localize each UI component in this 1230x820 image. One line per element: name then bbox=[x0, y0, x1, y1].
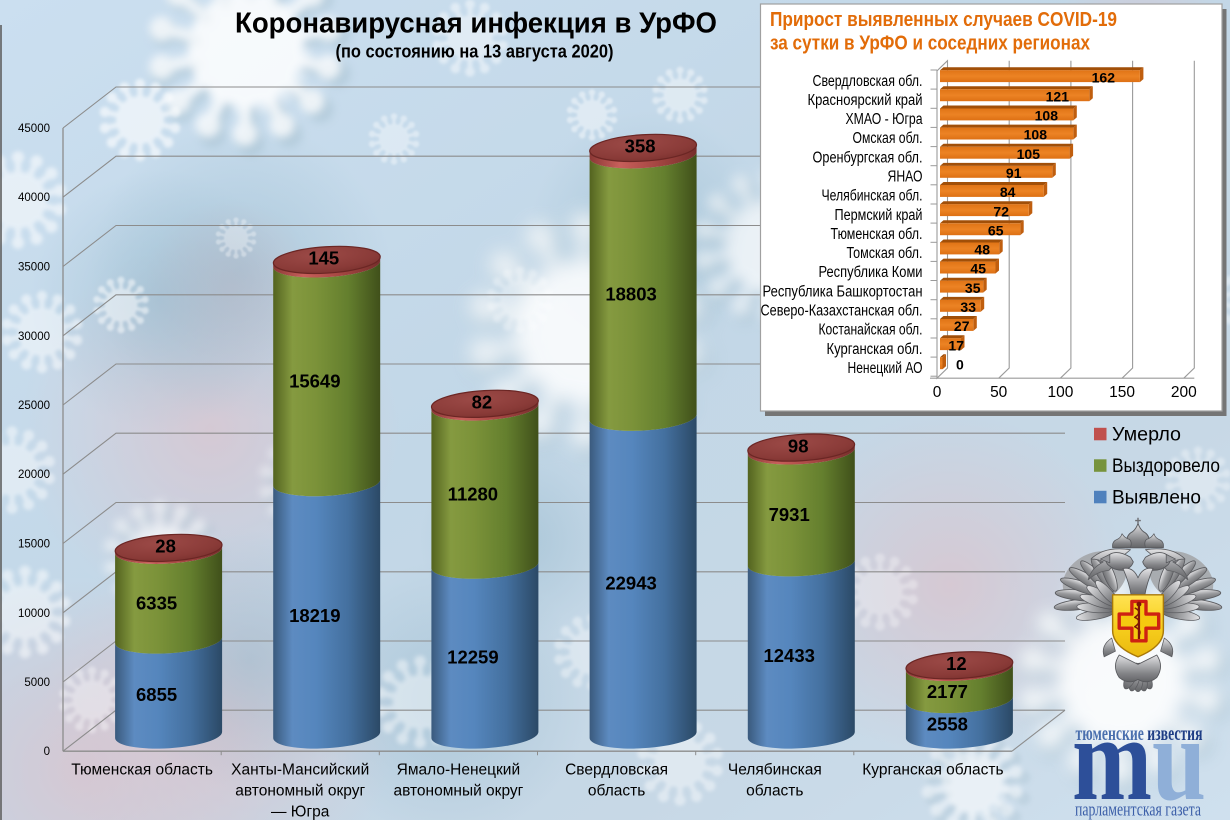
svg-text:33: 33 bbox=[960, 299, 976, 315]
svg-text:91: 91 bbox=[1006, 165, 1022, 181]
svg-text:11280: 11280 bbox=[448, 483, 498, 504]
svg-text:ЯНАО: ЯНАО bbox=[888, 169, 923, 186]
svg-text:m: m bbox=[1072, 692, 1152, 820]
svg-text:ХМАО - Югра: ХМАО - Югра bbox=[846, 111, 923, 128]
svg-text:Ханты-Мансийский: Ханты-Мансийский bbox=[231, 762, 369, 779]
svg-text:Прирост выявленных случаев COV: Прирост выявленных случаев COVID-19 bbox=[770, 9, 1117, 31]
svg-text:10000: 10000 bbox=[18, 608, 50, 620]
svg-text:72: 72 bbox=[993, 203, 1009, 219]
svg-text:35: 35 bbox=[965, 280, 981, 296]
svg-text:2177: 2177 bbox=[927, 681, 968, 702]
svg-text:Пермский край: Пермский край bbox=[835, 207, 923, 224]
svg-text:108: 108 bbox=[1035, 108, 1059, 124]
svg-text:Свердловская: Свердловская bbox=[565, 762, 668, 779]
svg-text:15649: 15649 bbox=[289, 371, 340, 392]
svg-text:25000: 25000 bbox=[18, 400, 50, 412]
svg-text:Тюменская обл.: Тюменская обл. bbox=[831, 226, 923, 243]
svg-text:84: 84 bbox=[1000, 184, 1016, 200]
svg-text:Курганская обл.: Курганская обл. bbox=[827, 341, 923, 358]
svg-text:50: 50 bbox=[990, 384, 1008, 401]
svg-text:Ямало-Ненецкий: Ямало-Ненецкий bbox=[397, 762, 520, 779]
svg-text:Курганская область: Курганская область bbox=[862, 762, 1003, 779]
svg-text:30000: 30000 bbox=[18, 331, 50, 343]
svg-text:тюменские известия: тюменские известия bbox=[1076, 723, 1203, 745]
svg-text:Челябинская: Челябинская bbox=[728, 762, 822, 779]
svg-text:парламентская газета: парламентская газета bbox=[1075, 800, 1201, 820]
svg-text:108: 108 bbox=[1024, 127, 1048, 143]
svg-text:Выявлено: Выявлено bbox=[1112, 488, 1201, 509]
svg-text:162: 162 bbox=[1092, 69, 1116, 85]
svg-text:82: 82 bbox=[472, 392, 493, 413]
svg-text:за сутки в УрФО и соседних рег: за сутки в УрФО и соседних регионах bbox=[770, 33, 1090, 55]
svg-text:автономный округ: автономный округ bbox=[235, 783, 365, 800]
svg-text:12433: 12433 bbox=[763, 645, 814, 666]
svg-text:20000: 20000 bbox=[18, 469, 50, 481]
svg-text:Красноярский край: Красноярский край bbox=[808, 92, 923, 109]
svg-text:Омская обл.: Омская обл. bbox=[853, 130, 923, 147]
svg-text:Республика Башкортостан: Республика Башкортостан bbox=[763, 283, 923, 300]
svg-text:2558: 2558 bbox=[927, 714, 968, 735]
svg-text:Челябинская обл.: Челябинская обл. bbox=[822, 188, 923, 205]
svg-text:Северо-Казахстанская обл.: Северо-Казахстанская обл. bbox=[761, 303, 923, 320]
svg-text:Коронавирусная инфекция в УрФО: Коронавирусная инфекция в УрФО bbox=[235, 8, 717, 40]
svg-text:150: 150 bbox=[1109, 384, 1135, 401]
svg-text:18219: 18219 bbox=[289, 605, 340, 626]
svg-text:(по состоянию на 13 августа 20: (по состоянию на 13 августа 2020) bbox=[336, 42, 614, 62]
svg-text:5000: 5000 bbox=[24, 677, 50, 689]
svg-text:Костанайская обл.: Костанайская обл. bbox=[819, 322, 923, 339]
svg-text:100: 100 bbox=[1047, 384, 1073, 401]
svg-text:17: 17 bbox=[948, 337, 964, 353]
svg-text:12259: 12259 bbox=[447, 646, 498, 667]
svg-text:Ненецкий АО: Ненецкий АО bbox=[848, 360, 923, 377]
svg-text:45000: 45000 bbox=[18, 123, 50, 135]
svg-text:27: 27 bbox=[954, 318, 970, 334]
svg-text:Республика Коми: Республика Коми bbox=[819, 264, 923, 281]
svg-text:область: область bbox=[588, 783, 645, 800]
svg-text:Выздоровело: Выздоровело bbox=[1112, 456, 1220, 477]
svg-text:35000: 35000 bbox=[18, 262, 50, 274]
svg-text:12: 12 bbox=[946, 653, 967, 674]
svg-text:Свердловская обл.: Свердловская обл. bbox=[813, 73, 923, 90]
svg-text:45: 45 bbox=[970, 261, 986, 277]
svg-text:22943: 22943 bbox=[605, 572, 656, 593]
svg-text:Умерло: Умерло bbox=[1112, 425, 1181, 446]
svg-text:105: 105 bbox=[1017, 146, 1041, 162]
svg-text:Томская обл.: Томская обл. bbox=[847, 245, 923, 262]
svg-text:Оренбургская обл.: Оренбургская обл. bbox=[813, 149, 923, 166]
svg-text:0: 0 bbox=[44, 746, 50, 758]
svg-text:u: u bbox=[1152, 692, 1206, 820]
svg-text:48: 48 bbox=[974, 242, 990, 258]
svg-text:18803: 18803 bbox=[605, 283, 656, 304]
svg-text:автономный округ: автономный округ bbox=[393, 783, 523, 800]
svg-text:— Югра: — Югра bbox=[271, 804, 330, 820]
svg-text:28: 28 bbox=[155, 536, 176, 557]
svg-text:15000: 15000 bbox=[18, 539, 50, 551]
svg-text:область: область bbox=[746, 783, 803, 800]
svg-text:0: 0 bbox=[956, 356, 964, 372]
svg-text:6335: 6335 bbox=[136, 593, 177, 614]
svg-text:65: 65 bbox=[988, 222, 1004, 238]
svg-text:0: 0 bbox=[933, 384, 942, 401]
svg-text:6855: 6855 bbox=[136, 684, 177, 705]
svg-text:Тюменская область: Тюменская область bbox=[71, 762, 213, 779]
svg-text:40000: 40000 bbox=[18, 192, 50, 204]
svg-text:121: 121 bbox=[1046, 88, 1070, 104]
svg-text:145: 145 bbox=[308, 248, 339, 269]
svg-text:98: 98 bbox=[788, 435, 809, 456]
svg-text:358: 358 bbox=[625, 136, 656, 157]
svg-text:200: 200 bbox=[1171, 384, 1197, 401]
svg-text:7931: 7931 bbox=[769, 504, 810, 525]
